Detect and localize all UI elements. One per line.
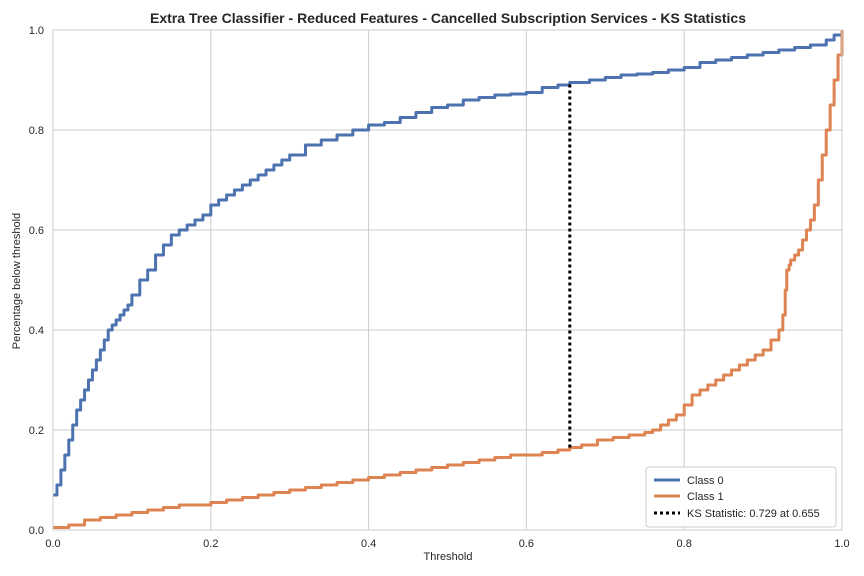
series-line-class-1 bbox=[53, 30, 844, 529]
legend-label-class-0: Class 0 bbox=[687, 475, 724, 487]
y-tick-label: 0.6 bbox=[29, 225, 44, 237]
x-tick-label: 0.8 bbox=[677, 538, 692, 550]
y-tick-label: 0.8 bbox=[29, 125, 44, 137]
series-line-class-0 bbox=[53, 30, 844, 497]
legend-label-ks-statistic: KS Statistic: 0.729 at 0.655 bbox=[687, 508, 820, 520]
legend: Class 0 Class 1 KS Statistic: 0.729 at 0… bbox=[645, 466, 837, 528]
series-lines bbox=[53, 30, 844, 529]
x-axis-label: Threshold bbox=[424, 551, 473, 563]
x-tick-labels: 0.0 0.2 0.4 0.6 0.8 1.0 bbox=[45, 538, 849, 550]
x-tick-label: 0.4 bbox=[361, 538, 376, 550]
x-tick-label: 0.0 bbox=[45, 538, 60, 550]
x-tick-label: 1.0 bbox=[834, 538, 849, 550]
x-tick-label: 0.6 bbox=[519, 538, 534, 550]
legend-box bbox=[645, 466, 837, 528]
y-axis-label: Percentage below threshold bbox=[11, 213, 23, 349]
y-tick-label: 0.4 bbox=[29, 325, 44, 337]
y-tick-labels: 0.0 0.2 0.4 0.6 0.8 1.0 bbox=[29, 25, 44, 537]
x-tick-label: 0.2 bbox=[203, 538, 218, 550]
legend-label-class-1: Class 1 bbox=[687, 491, 724, 503]
y-tick-label: 0.2 bbox=[29, 425, 44, 437]
chart-title: Extra Tree Classifier - Reduced Features… bbox=[150, 10, 746, 26]
y-tick-label: 0.0 bbox=[29, 525, 44, 537]
y-tick-label: 1.0 bbox=[29, 25, 44, 37]
plot-frame bbox=[52, 29, 843, 531]
